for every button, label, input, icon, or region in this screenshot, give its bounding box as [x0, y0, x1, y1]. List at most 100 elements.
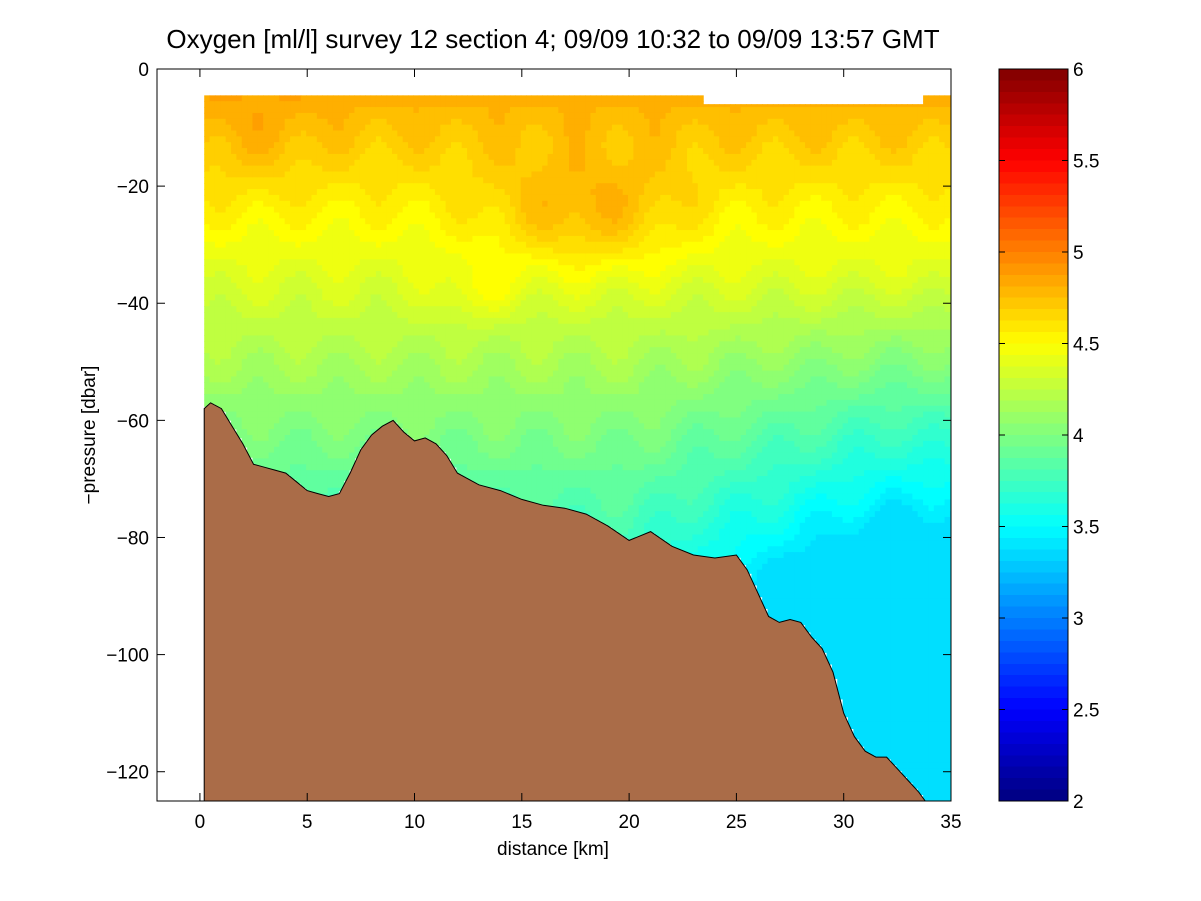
- oxygen-cell: [590, 458, 596, 464]
- oxygen-cell: [456, 130, 462, 136]
- oxygen-cell: [220, 271, 226, 277]
- oxygen-cell: [360, 341, 366, 347]
- oxygen-cell: [252, 130, 258, 136]
- oxygen-cell: [601, 371, 607, 377]
- oxygen-cell: [478, 253, 484, 259]
- oxygen-cell: [612, 125, 618, 131]
- oxygen-cell: [210, 224, 216, 230]
- oxygen-cell: [322, 236, 328, 242]
- oxygen-cell: [274, 447, 280, 453]
- oxygen-cell: [215, 107, 221, 113]
- oxygen-cell: [478, 341, 484, 347]
- oxygen-cell: [392, 236, 398, 242]
- oxygen-cell: [537, 365, 543, 371]
- oxygen-cell: [338, 148, 344, 154]
- oxygen-cell: [590, 400, 596, 406]
- oxygen-cell: [531, 341, 537, 347]
- oxygen-cell: [472, 95, 478, 101]
- oxygen-cell: [317, 306, 323, 312]
- oxygen-cell: [312, 166, 318, 172]
- oxygen-cell: [301, 136, 307, 142]
- oxygen-cell: [585, 476, 591, 482]
- oxygen-cell: [322, 476, 328, 482]
- oxygen-cell: [312, 353, 318, 359]
- oxygen-cell: [226, 142, 232, 148]
- oxygen-cell: [295, 294, 301, 300]
- oxygen-cell: [483, 312, 489, 318]
- oxygen-cell: [569, 230, 575, 236]
- oxygen-cell: [258, 388, 264, 394]
- oxygen-cell: [328, 400, 334, 406]
- oxygen-cell: [478, 101, 484, 107]
- oxygen-cell: [301, 265, 307, 271]
- oxygen-cell: [601, 119, 607, 125]
- oxygen-cell: [322, 271, 328, 277]
- oxygen-cell: [499, 125, 505, 131]
- oxygen-cell: [601, 265, 607, 271]
- oxygen-cell: [215, 382, 221, 388]
- oxygen-cell: [451, 347, 457, 353]
- oxygen-cell: [312, 224, 318, 230]
- oxygen-cell: [344, 382, 350, 388]
- oxygen-cell: [263, 154, 269, 160]
- oxygen-cell: [226, 242, 232, 248]
- oxygen-cell: [499, 423, 505, 429]
- oxygen-cell: [564, 382, 570, 388]
- oxygen-cell: [328, 359, 334, 365]
- oxygen-cell: [446, 230, 452, 236]
- oxygen-cell: [510, 207, 516, 213]
- oxygen-cell: [317, 119, 323, 125]
- oxygen-cell: [413, 101, 419, 107]
- oxygen-cell: [408, 201, 414, 207]
- oxygen-cell: [607, 394, 613, 400]
- oxygen-cell: [242, 119, 248, 125]
- oxygen-cell: [515, 429, 521, 435]
- oxygen-cell: [451, 318, 457, 324]
- oxygen-cell: [435, 113, 441, 119]
- oxygen-cell: [505, 324, 511, 330]
- oxygen-cell: [601, 464, 607, 470]
- oxygen-cell: [354, 400, 360, 406]
- oxygen-cell: [397, 195, 403, 201]
- oxygen-cell: [462, 400, 468, 406]
- oxygen-cell: [424, 154, 430, 160]
- oxygen-cell: [612, 142, 618, 148]
- oxygen-cell: [231, 253, 237, 259]
- oxygen-cell: [258, 154, 264, 160]
- oxygen-cell: [548, 494, 554, 500]
- oxygen-cell: [558, 95, 564, 101]
- oxygen-cell: [242, 253, 248, 259]
- oxygen-cell: [553, 277, 559, 283]
- oxygen-cell: [258, 394, 264, 400]
- oxygen-cell: [301, 142, 307, 148]
- oxygen-cell: [269, 271, 275, 277]
- oxygen-cell: [328, 441, 334, 447]
- oxygen-cell: [279, 388, 285, 394]
- oxygen-cell: [596, 511, 602, 517]
- oxygen-cell: [553, 142, 559, 148]
- oxygen-cell: [322, 207, 328, 213]
- oxygen-cell: [499, 283, 505, 289]
- oxygen-cell: [371, 318, 377, 324]
- oxygen-cell: [462, 201, 468, 207]
- oxygen-cell: [322, 482, 328, 488]
- oxygen-cell: [467, 441, 473, 447]
- oxygen-cell: [553, 400, 559, 406]
- oxygen-cell: [397, 248, 403, 254]
- oxygen-cell: [462, 300, 468, 306]
- oxygen-cell: [387, 306, 393, 312]
- oxygen-cell: [430, 330, 436, 336]
- oxygen-cell: [301, 119, 307, 125]
- oxygen-cell: [365, 306, 371, 312]
- oxygen-cell: [236, 242, 242, 248]
- oxygen-cell: [397, 324, 403, 330]
- oxygen-cell: [413, 400, 419, 406]
- oxygen-cell: [306, 242, 312, 248]
- oxygen-cell: [483, 441, 489, 447]
- oxygen-cell: [419, 388, 425, 394]
- oxygen-cell: [590, 505, 596, 511]
- oxygen-cell: [252, 324, 258, 330]
- oxygen-cell: [462, 417, 468, 423]
- oxygen-cell: [285, 189, 291, 195]
- oxygen-cell: [467, 218, 473, 224]
